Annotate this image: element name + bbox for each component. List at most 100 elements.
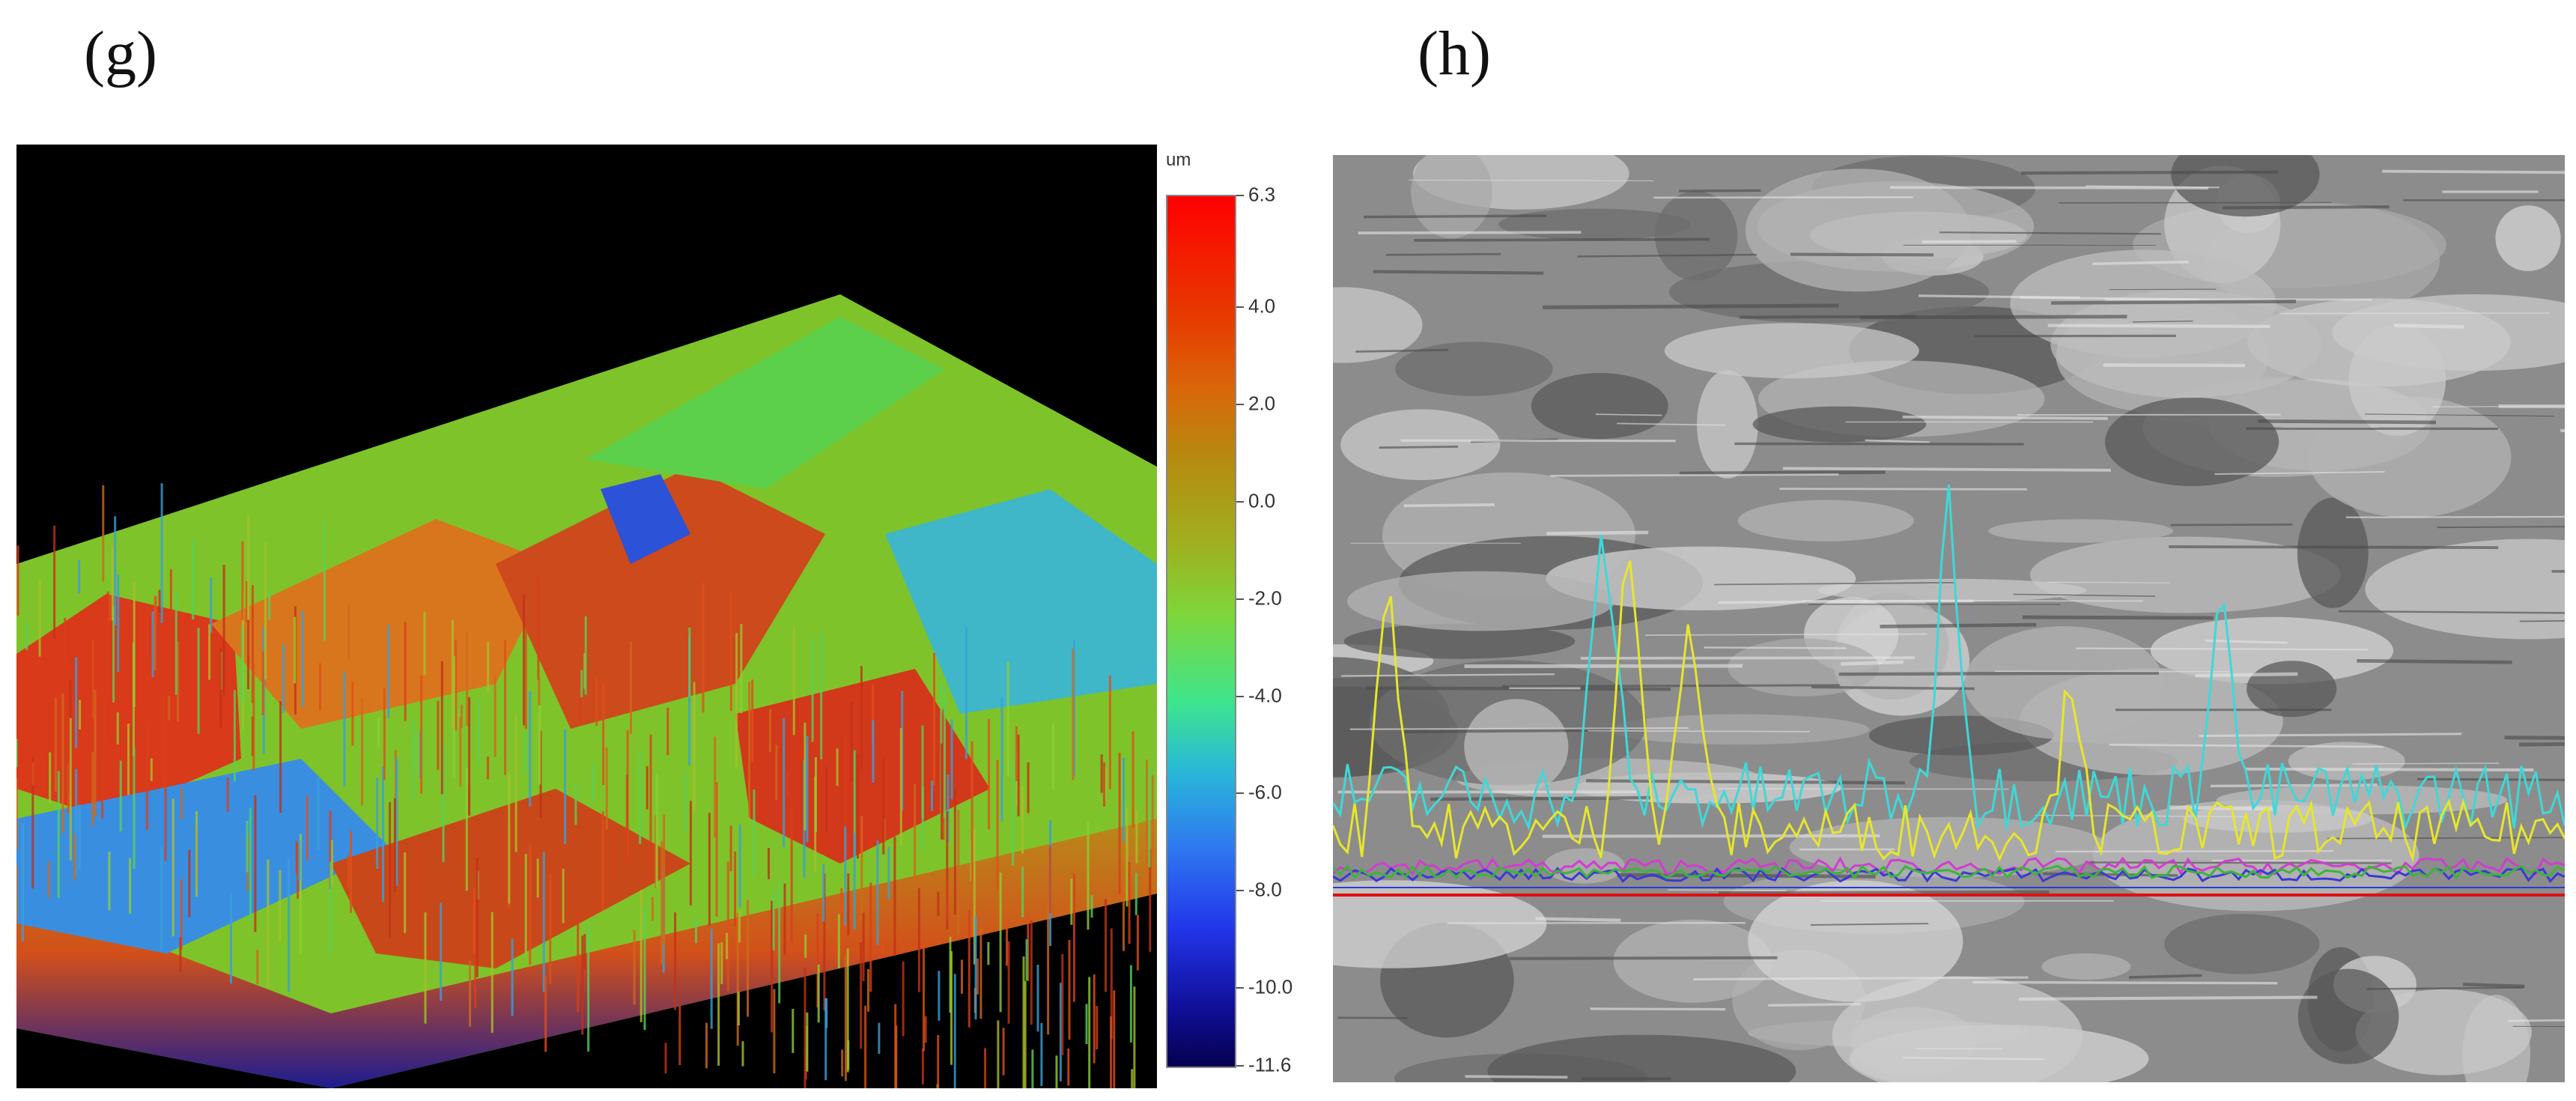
micrograph-streak bbox=[2394, 324, 2464, 329]
micrograph-streak bbox=[2258, 419, 2437, 425]
micrograph-streak bbox=[2382, 169, 2565, 175]
panel-label-h: (h) bbox=[1418, 19, 1491, 88]
micrograph-streak bbox=[2365, 413, 2554, 417]
micrograph-patch bbox=[1613, 919, 1773, 1003]
micrograph-patch bbox=[2297, 497, 2369, 608]
micrograph-streak bbox=[2518, 741, 2565, 747]
scale-tick-label: -2.0 bbox=[1248, 586, 1282, 610]
micrograph-patch bbox=[2297, 968, 2399, 1064]
micrograph-streak bbox=[1734, 442, 2024, 446]
micrograph-streak bbox=[2352, 762, 2500, 765]
micrograph-streak bbox=[1841, 660, 1904, 666]
profile-line bbox=[1333, 856, 2565, 876]
micrograph-streak bbox=[1838, 671, 2160, 676]
micrograph-streak bbox=[1550, 473, 1839, 477]
micrograph-patch bbox=[1546, 546, 1856, 610]
micrograph-streak bbox=[2103, 363, 2245, 368]
micrograph-streak bbox=[1465, 1075, 1568, 1079]
micrograph-streak bbox=[1902, 415, 2108, 420]
micrograph-patch bbox=[1789, 816, 2109, 878]
micrograph-streak bbox=[2437, 526, 2565, 529]
scale-tick-label: 6.3 bbox=[1248, 183, 1276, 206]
micrograph-streak bbox=[2086, 861, 2392, 864]
micrograph-patch bbox=[2183, 804, 2373, 833]
scale-color-gradient bbox=[1166, 195, 1236, 1068]
micrograph-patch bbox=[1333, 880, 1547, 968]
micrograph-streak bbox=[2327, 837, 2565, 840]
scale-tick bbox=[1236, 306, 1244, 309]
scale-tick-label: 0.0 bbox=[1248, 489, 1276, 512]
micrograph-patch bbox=[1737, 500, 1914, 542]
profile-lines bbox=[1333, 484, 2565, 883]
scale-tick bbox=[1236, 792, 1244, 795]
micrograph-patch bbox=[1810, 211, 2027, 259]
micrograph-streak bbox=[1617, 422, 1726, 426]
micrograph-patch bbox=[1487, 1034, 1796, 1082]
micrograph-streak bbox=[1349, 727, 1689, 730]
scale-tick bbox=[1236, 890, 1244, 892]
micrograph-patch bbox=[1343, 623, 1576, 659]
micrograph-patch bbox=[1697, 370, 1758, 479]
surface-region-red-center bbox=[496, 467, 825, 729]
micrograph-streak bbox=[1811, 685, 1975, 691]
micrograph-streak bbox=[1810, 923, 1929, 926]
micrograph-streak bbox=[1678, 189, 1761, 192]
micrograph-patch bbox=[1340, 409, 1501, 480]
micrograph-patch bbox=[2105, 397, 2279, 486]
scale-tick bbox=[1236, 1065, 1244, 1067]
surface-region-red-left bbox=[16, 594, 241, 819]
micrograph-streak bbox=[1542, 834, 1880, 838]
micrograph-patch bbox=[1346, 571, 1615, 631]
micrograph-patch bbox=[2365, 539, 2565, 640]
micrograph-patch bbox=[1728, 638, 1880, 697]
micrograph-streak bbox=[1577, 253, 1757, 258]
surface-spikes bbox=[16, 483, 1154, 1088]
profile-line bbox=[1333, 864, 2565, 880]
micrograph-streak bbox=[2020, 170, 2279, 175]
micrograph-streak bbox=[1668, 889, 1787, 891]
micrograph-streak bbox=[2019, 995, 2318, 1001]
scale-tick-label: -10.0 bbox=[1248, 975, 1293, 998]
micrograph-streak bbox=[2132, 320, 2193, 323]
micrograph-patch bbox=[1664, 323, 1919, 379]
micrograph-streak bbox=[1693, 976, 2029, 980]
micrograph-streak bbox=[2357, 659, 2512, 664]
micrograph-streak bbox=[1714, 582, 1954, 586]
micrograph-streak bbox=[2210, 783, 2378, 788]
micrograph-streak bbox=[1358, 231, 1582, 234]
micrograph-streak bbox=[2022, 615, 2214, 620]
micrograph-patch bbox=[1464, 699, 1569, 795]
micrograph-streak bbox=[1919, 294, 2080, 300]
micrograph-streak bbox=[2205, 639, 2288, 644]
micrograph-streak bbox=[1403, 503, 1495, 508]
micrograph-streak bbox=[2498, 404, 2565, 408]
micrograph-streak bbox=[1865, 439, 1930, 443]
scale-tick-label: 2.0 bbox=[1248, 392, 1276, 415]
micrograph-streak bbox=[2345, 515, 2565, 518]
micrograph-patch bbox=[1748, 880, 1963, 1002]
micrograph-streak bbox=[2519, 620, 2565, 622]
micrograph-streak bbox=[1542, 303, 1839, 309]
surface-region-red-low bbox=[331, 789, 690, 968]
micrograph-streak bbox=[2169, 545, 2499, 549]
micrograph-streak bbox=[2047, 324, 2270, 328]
micrograph-streak bbox=[1588, 730, 1811, 733]
micrograph-streak bbox=[1768, 1002, 1861, 1007]
micrograph-streak bbox=[2244, 767, 2534, 771]
surface-topography-3d-plot bbox=[16, 145, 1157, 1088]
scale-tick-label: -11.6 bbox=[1248, 1053, 1292, 1076]
micrograph-patch bbox=[1964, 626, 2163, 740]
scale-tick-label: -6.0 bbox=[1248, 780, 1282, 804]
micrograph-graphic bbox=[1333, 155, 2565, 1082]
micrograph-streak bbox=[1364, 214, 1546, 219]
micrograph-patch bbox=[1988, 519, 2173, 543]
micrograph-streak bbox=[2013, 593, 2156, 597]
micrograph-streak bbox=[1501, 684, 1840, 688]
micrograph-streak bbox=[1782, 467, 2112, 472]
micrograph-streak bbox=[1679, 470, 1886, 476]
micrograph-streak bbox=[2109, 288, 2217, 291]
micrograph-streak bbox=[1408, 179, 1653, 181]
micrograph-streak bbox=[1373, 270, 1544, 275]
micrograph-streak bbox=[1400, 439, 1676, 443]
topography-surface-graphic bbox=[16, 294, 1157, 1088]
